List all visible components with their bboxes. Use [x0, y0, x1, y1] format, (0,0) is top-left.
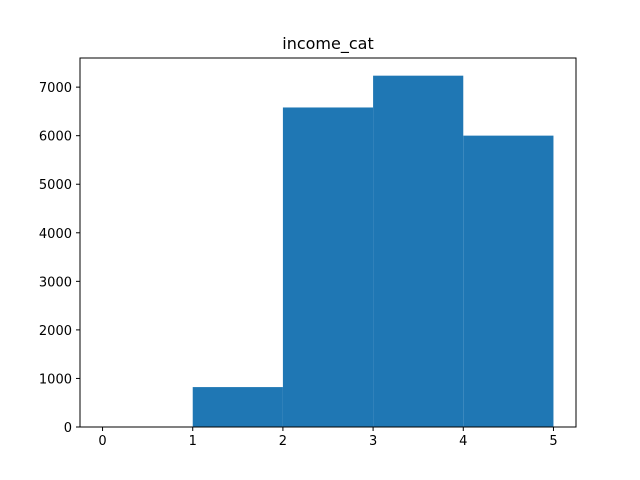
plot-frame: [79, 57, 577, 428]
x-tick-label-1: 1: [189, 434, 197, 449]
x-tick-label-4: 4: [459, 434, 467, 449]
y-axis-ticks: 0 1000 2000 3000 4000 5000 6000 7000: [39, 81, 80, 436]
y-tick-label-3: 3000: [39, 275, 72, 290]
x-tick-label-3: 3: [369, 434, 377, 449]
y-tick-label-2: 2000: [39, 324, 72, 339]
histogram-bar-3: [463, 135, 554, 427]
x-axis-ticks: 0 1 2 3 4 5: [98, 427, 558, 449]
x-tick-label-0: 0: [98, 434, 106, 449]
histogram-bar-0: [192, 387, 283, 427]
x-tick-label-5: 5: [549, 434, 557, 449]
chart-title: income_cat: [282, 34, 373, 54]
y-tick-label-0: 0: [64, 421, 72, 436]
y-tick-label-1: 1000: [39, 372, 72, 387]
y-tick-label-4: 4000: [39, 227, 72, 242]
y-tick-label-5: 5000: [39, 178, 72, 193]
y-tick-label-7: 7000: [39, 81, 72, 96]
x-tick-label-2: 2: [279, 434, 287, 449]
histogram-bar-1: [282, 107, 374, 427]
bars-group: [192, 75, 554, 427]
y-tick-label-6: 6000: [39, 130, 72, 145]
histogram-bar-2: [373, 75, 464, 427]
